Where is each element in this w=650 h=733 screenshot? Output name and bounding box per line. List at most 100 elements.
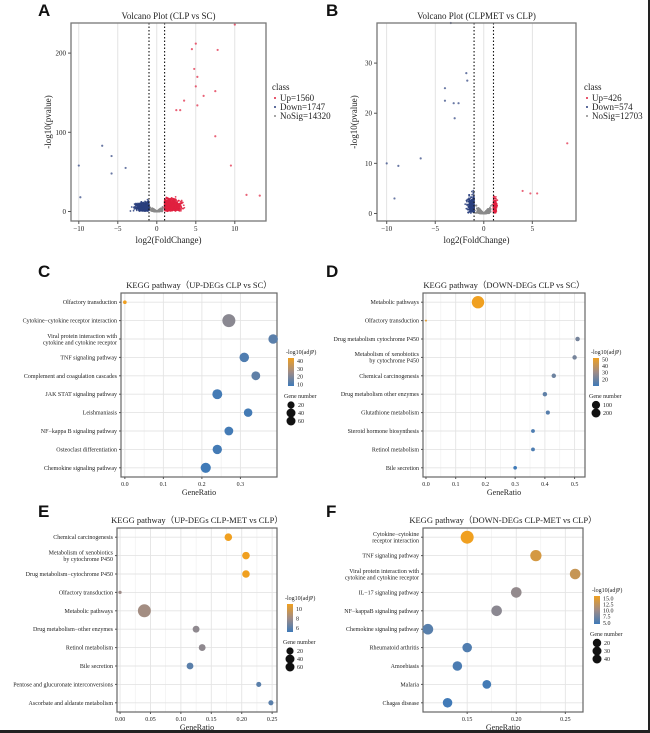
legend-entry: Down=574: [592, 102, 633, 112]
point-down: [144, 210, 146, 212]
color-legend-tick: 10.0: [603, 609, 614, 615]
category-label: Viral protein interaction with: [349, 569, 419, 575]
x-tick-label: 0.3: [237, 482, 245, 488]
point-up: [233, 23, 236, 26]
point-up: [182, 207, 185, 210]
category-label: Chemokine signaling pathway: [346, 627, 419, 633]
point-up: [169, 199, 171, 202]
point-down: [465, 72, 468, 75]
color-legend-tick: 20: [297, 375, 303, 381]
point-nosig: [489, 206, 491, 209]
y-tick-label: 10: [365, 160, 373, 168]
chart-title: Volcano Plot (CLP vs SC): [121, 11, 215, 21]
plot-frame: [70, 22, 267, 222]
point-up: [196, 75, 199, 78]
point-up: [495, 197, 497, 200]
size-legend-label: 100: [603, 403, 612, 409]
color-legend-title: -log10(adjP): [285, 595, 315, 602]
point-up: [529, 192, 532, 195]
data-point: [575, 336, 580, 342]
point-up: [168, 202, 171, 205]
point-down: [470, 207, 473, 210]
color-legend: -log10(adjP) 5.07.510.012.515.0: [592, 587, 622, 627]
x-axis-label: log2(FoldChange): [444, 235, 510, 245]
point-up: [493, 209, 496, 212]
point-up: [214, 135, 217, 138]
size-legend-title: Gene number: [589, 394, 622, 400]
point-up: [165, 205, 168, 207]
point-down: [142, 209, 145, 212]
size-legend-label: 20: [297, 649, 303, 655]
category-label: Cytokine−cytokine: [373, 532, 419, 538]
point-down: [471, 193, 474, 196]
category-label: Chagas disease: [383, 701, 420, 707]
size-legend-title: Gene number: [284, 394, 317, 400]
category-label: Bile secretion: [80, 664, 113, 670]
point-up: [174, 196, 177, 198]
point-up: [214, 90, 217, 93]
color-bar: [593, 358, 599, 386]
y-axis-label: -log10(pvalue): [43, 95, 53, 148]
data-point: [569, 568, 581, 580]
data-point: [545, 410, 550, 415]
point-down: [468, 206, 471, 209]
point-up: [566, 142, 569, 145]
point-down: [139, 207, 141, 210]
point-down: [110, 172, 113, 175]
data-point: [572, 355, 577, 360]
size-legend-label: 200: [603, 411, 612, 417]
point-down: [443, 99, 447, 102]
point-up: [496, 199, 499, 202]
point-down: [146, 204, 149, 207]
point-down: [470, 190, 473, 193]
point-nosig: [151, 207, 153, 210]
color-legend-tick: 50: [602, 357, 608, 363]
category-label: cytokine and cytokine receptor: [345, 575, 419, 581]
data-point: [200, 462, 211, 473]
point-nosig: [485, 209, 488, 212]
y-tick-label: 20: [365, 110, 373, 118]
point-up: [179, 210, 182, 212]
point-down: [385, 162, 388, 165]
figure-border-bottom: [0, 730, 650, 733]
data-point: [531, 447, 535, 452]
data-point: [460, 530, 474, 544]
point-down: [468, 195, 471, 197]
point-up: [167, 199, 170, 202]
category-label: Ascorbate and aldarate metabolism: [29, 701, 114, 707]
x-tick-label: 0.15: [206, 717, 217, 723]
color-legend-tick: 8: [296, 616, 299, 622]
point-up: [194, 42, 197, 45]
kegg-dotplot-c: Olfactory transduction Cytokine−cytokine …: [23, 280, 317, 497]
data-point: [186, 662, 194, 670]
chart-title: KEGG pathway（UP-DEGs CLP-MET vs CLP）: [111, 515, 283, 525]
point-down: [135, 203, 138, 205]
point-down: [77, 164, 80, 167]
color-legend-tick: 40: [602, 364, 608, 370]
category-label: Steroid hormone biosynthesis: [348, 429, 420, 435]
point-nosig: [490, 204, 492, 207]
color-bar: [288, 358, 294, 386]
point-up: [178, 206, 181, 208]
kegg-dotplot-d: Metabolic pathways Olfactory transduction…: [334, 280, 622, 497]
point-up: [164, 209, 167, 212]
category-label: Metabolic pathways: [371, 300, 420, 306]
panel-label-b: B: [326, 1, 339, 20]
point-up: [194, 85, 197, 88]
point-down: [469, 204, 472, 207]
category-label: Drug metabolism−cytochrome P450: [26, 572, 113, 578]
point-down: [124, 166, 127, 170]
x-axis-label: GeneRatio: [182, 488, 216, 497]
category-label: Olfactory transduction: [63, 299, 117, 306]
plot-frame: [422, 527, 584, 713]
data-point: [530, 549, 542, 562]
point-down: [466, 199, 469, 202]
data-point: [462, 642, 472, 653]
legend-key: [274, 115, 276, 117]
point-down: [468, 200, 471, 203]
point-down: [457, 102, 460, 105]
color-legend-tick: 5.0: [603, 621, 611, 627]
point-down: [419, 157, 422, 160]
category-label: Rheumatoid arthritis: [370, 646, 420, 652]
category-label: Chemical carcinogenesis: [359, 374, 419, 380]
